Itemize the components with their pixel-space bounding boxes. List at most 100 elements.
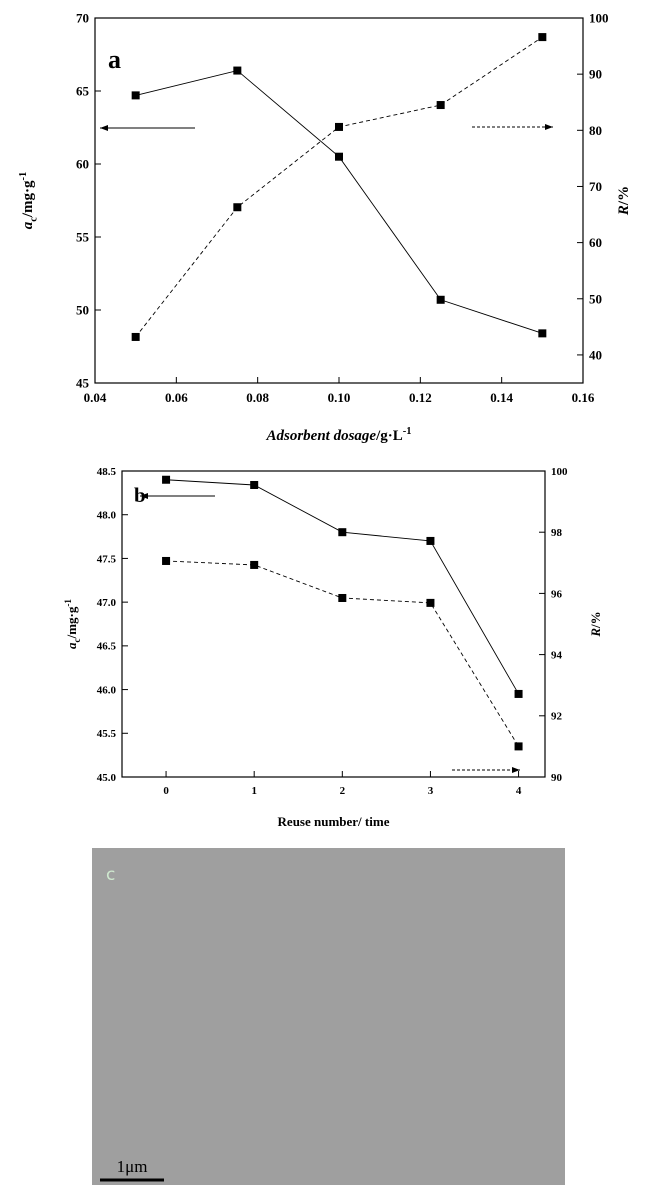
data-point bbox=[538, 33, 547, 42]
axis-label-part: /g·L bbox=[375, 428, 403, 444]
y2-tick-label: 100 bbox=[589, 11, 609, 26]
y2-tick-label: 98 bbox=[551, 527, 563, 539]
data-point bbox=[131, 332, 140, 341]
axis-label-part: /% bbox=[588, 611, 603, 629]
axis-label-part: R bbox=[588, 628, 603, 638]
data-point bbox=[514, 742, 523, 751]
data-point bbox=[538, 329, 547, 338]
data-point bbox=[436, 295, 445, 304]
x-axis-label: Adsorbent dosage/g·L-1 bbox=[265, 426, 411, 444]
x-tick-label: 0.16 bbox=[572, 390, 595, 405]
y2-tick-label: 94 bbox=[551, 649, 563, 661]
y2-tick-label: 100 bbox=[551, 466, 568, 478]
y2-axis-label: R/% bbox=[616, 186, 632, 216]
axis-label-part: a bbox=[64, 642, 79, 649]
chart: 0.04 0.06 0.08 0.10 0.12 0.14 0.16 45 50 55 60 65 70… bbox=[18, 11, 632, 444]
axis-label-part: Adsorbent dosage bbox=[265, 428, 376, 444]
data-point bbox=[335, 122, 343, 131]
y-tick-label: 45 bbox=[76, 376, 90, 391]
panel-label: c bbox=[106, 865, 115, 885]
axis-label-part: c bbox=[29, 217, 40, 222]
series-line bbox=[135, 70, 543, 334]
panel-label: a bbox=[108, 45, 121, 74]
x-tick-label: 1 bbox=[251, 785, 257, 797]
x-tick-label: 0.04 bbox=[84, 390, 107, 405]
data-point bbox=[250, 480, 259, 489]
data-point bbox=[250, 560, 259, 569]
axis-label-part: R bbox=[616, 205, 632, 216]
y2-tick-label: 60 bbox=[589, 235, 602, 250]
y2-tick-label: 40 bbox=[589, 347, 602, 362]
axis-label-part: /mg·g bbox=[20, 180, 36, 218]
data-point bbox=[162, 475, 171, 484]
y-tick-label: 60 bbox=[76, 157, 89, 172]
arrow-head bbox=[140, 493, 148, 499]
axis-label-part: a bbox=[20, 221, 36, 229]
data-point bbox=[335, 152, 343, 161]
x-tick-label: 4 bbox=[516, 785, 522, 797]
y-tick-label: 50 bbox=[76, 303, 89, 318]
y2-tick-label: 90 bbox=[589, 67, 602, 82]
sem-image: c 1μm bbox=[92, 848, 565, 1185]
data-point bbox=[338, 593, 347, 602]
axis-label-part: -1 bbox=[18, 172, 29, 181]
x-tick-label: 0.10 bbox=[328, 390, 351, 405]
arrow-head bbox=[545, 124, 553, 130]
x-tick-label: 3 bbox=[428, 785, 434, 797]
data-point bbox=[426, 598, 435, 607]
series-line bbox=[166, 479, 519, 695]
x-tick-label: 0.06 bbox=[165, 390, 188, 405]
sem-texture bbox=[92, 848, 565, 1185]
y2-axis-label: R/% bbox=[588, 611, 603, 637]
axis-label-part: -1 bbox=[403, 426, 412, 437]
plot-frame bbox=[94, 17, 584, 384]
y-tick-label: 48.0 bbox=[97, 510, 117, 522]
axis-label-part: -1 bbox=[63, 599, 73, 607]
x-tick-label: 0.08 bbox=[246, 390, 269, 405]
series-line bbox=[166, 560, 519, 747]
y-tick-label: 55 bbox=[76, 230, 90, 245]
axis-label-part: /% bbox=[616, 186, 632, 206]
series-line bbox=[135, 36, 543, 338]
y-tick-label: 65 bbox=[76, 84, 90, 99]
data-point bbox=[233, 203, 242, 212]
data-point bbox=[162, 556, 171, 565]
y-tick-label: 45.0 bbox=[97, 772, 117, 784]
y-tick-label: 46.0 bbox=[97, 684, 117, 696]
data-point bbox=[338, 528, 347, 537]
x-tick-label: 0.12 bbox=[409, 390, 432, 405]
y-tick-label: 45.5 bbox=[97, 728, 117, 740]
panel-label: b bbox=[134, 483, 146, 507]
y2-tick-label: 80 bbox=[589, 123, 602, 138]
data-point bbox=[233, 66, 242, 75]
y2-tick-label: 92 bbox=[551, 711, 563, 723]
axis-label-part: c bbox=[72, 638, 82, 642]
x-tick-label: 0.14 bbox=[490, 390, 513, 405]
data-point bbox=[514, 689, 523, 698]
chart: 0 1 2 3 4 45.0 45.5 46.0 46.5 47.0 47.5 48.0 48.5 90 9… bbox=[63, 466, 603, 829]
y-tick-label: 47.0 bbox=[97, 597, 117, 609]
y-tick-label: 46.5 bbox=[97, 641, 117, 653]
plot-frame bbox=[121, 470, 546, 778]
y-axis-label: ac/mg·g-1 bbox=[18, 172, 40, 230]
y-axis-label: ac/mg·g-1 bbox=[63, 599, 82, 649]
x-axis-label: Reuse number/ time bbox=[278, 814, 390, 829]
data-point bbox=[426, 536, 435, 545]
y-tick-label: 47.5 bbox=[97, 553, 117, 565]
y2-tick-label: 90 bbox=[551, 772, 563, 784]
x-tick-label: 0 bbox=[163, 785, 169, 797]
y-tick-label: 48.5 bbox=[97, 466, 117, 478]
arrow-head bbox=[512, 767, 520, 773]
scale-bar-label: 1μm bbox=[117, 1157, 148, 1176]
data-point bbox=[131, 91, 140, 100]
x-tick-label: 2 bbox=[340, 785, 346, 797]
y-tick-label: 70 bbox=[76, 11, 89, 26]
y2-tick-label: 96 bbox=[551, 588, 563, 600]
y2-tick-label: 70 bbox=[589, 179, 602, 194]
arrow-head bbox=[100, 125, 108, 131]
y2-tick-label: 50 bbox=[589, 291, 602, 306]
axis-label-part: /mg·g bbox=[64, 606, 79, 639]
data-point bbox=[436, 101, 445, 110]
